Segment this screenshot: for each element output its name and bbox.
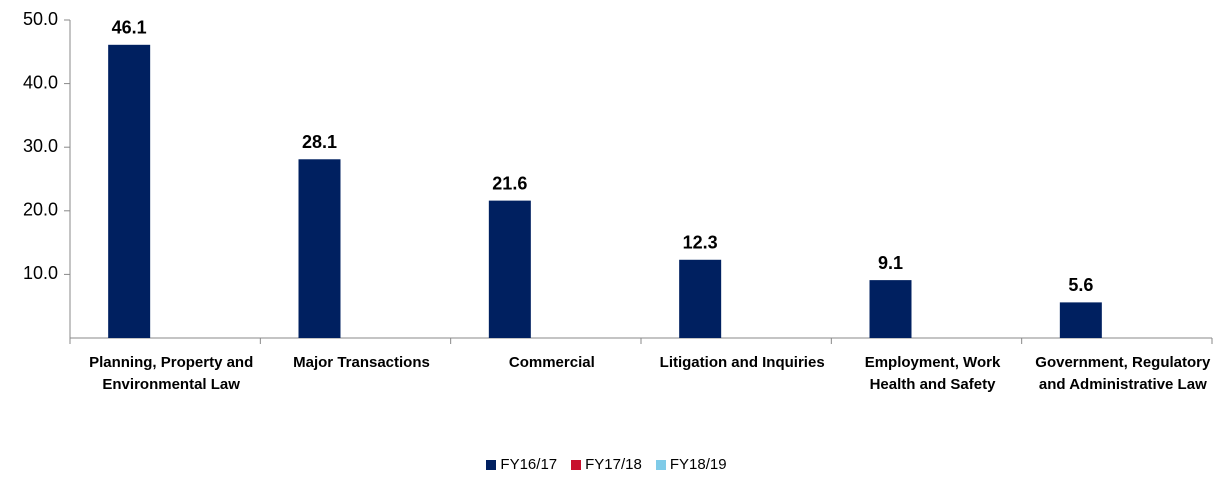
legend-item: FY16/17 [486,456,557,473]
legend-label: FY18/19 [669,456,727,473]
y-tick-label: 20.0 [23,200,58,220]
legend-swatch [571,459,582,470]
bar [679,259,722,338]
y-tick-label: 10.0 [23,263,58,283]
data-label: 5.6 [1068,275,1093,295]
data-label: 9.1 [878,253,903,273]
x-tick-label: Employment, Work Health and Safety [864,354,1001,393]
legend-swatch [486,459,497,470]
x-tick-label: Government, Regulatory and Administrativ… [1035,354,1211,393]
data-label: 28.1 [302,132,337,152]
x-tick-label: Commercial [508,354,595,371]
bar [869,280,912,338]
bar [488,200,531,338]
bar [298,159,341,338]
x-tick-label: Planning, Property and Environmental Law [89,354,254,393]
legend-label: FY17/18 [585,456,642,473]
y-tick-label: 50.0 [23,9,58,29]
legend-item: FY18/19 [655,456,727,473]
x-tick-label: Major Transactions [293,354,430,371]
y-tick-label: 30.0 [23,136,58,156]
y-tick-label: 40.0 [23,72,58,92]
legend-item: FY17/18 [571,456,642,473]
data-label: 21.6 [492,173,527,193]
legend-swatch [655,459,666,470]
data-label: 12.3 [683,233,718,253]
legend: FY16/17 FY17/18 FY18/19 [0,456,1213,473]
legend-label: FY16/17 [500,456,558,473]
bar [108,44,151,338]
x-tick-label: Litigation and Inquiries [659,354,825,371]
bar [1059,302,1102,338]
data-label: 46.1 [112,18,147,38]
